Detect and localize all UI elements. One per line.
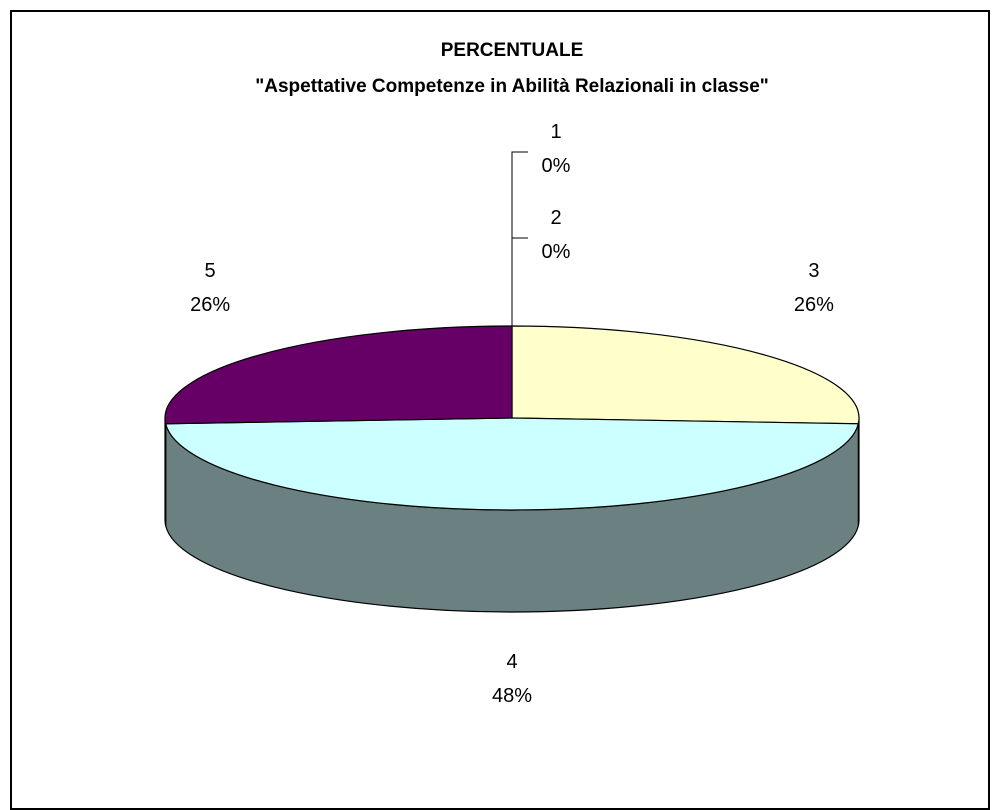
pie-slice-5	[164, 325, 513, 425]
leader-line-1	[511, 151, 528, 326]
leader-lines	[511, 151, 528, 326]
chart-title: PERCENTUALE	[441, 40, 584, 61]
category-label-2: 2	[550, 207, 561, 229]
value-label-4: 48%	[492, 685, 532, 707]
data-labels: 1 0% 2 0% 3 26% 4 48% 5 26%	[190, 121, 834, 707]
category-label-5: 5	[205, 260, 216, 282]
chart-subtitle: "Aspettative Competenze in Abilità Relaz…	[255, 76, 769, 97]
category-label-3: 3	[808, 260, 819, 282]
leader-line-2	[511, 237, 528, 326]
pie-side-5	[164, 417, 167, 526]
pie-slices	[164, 325, 860, 511]
category-label-4: 4	[506, 651, 517, 673]
pie-slice-4	[164, 417, 860, 511]
value-label-1: 0%	[542, 155, 571, 177]
value-label-2: 0%	[542, 241, 571, 263]
value-label-3: 26%	[794, 294, 834, 316]
category-label-1: 1	[550, 121, 561, 143]
value-label-5: 26%	[190, 294, 230, 316]
pie-slice-3	[511, 325, 860, 425]
